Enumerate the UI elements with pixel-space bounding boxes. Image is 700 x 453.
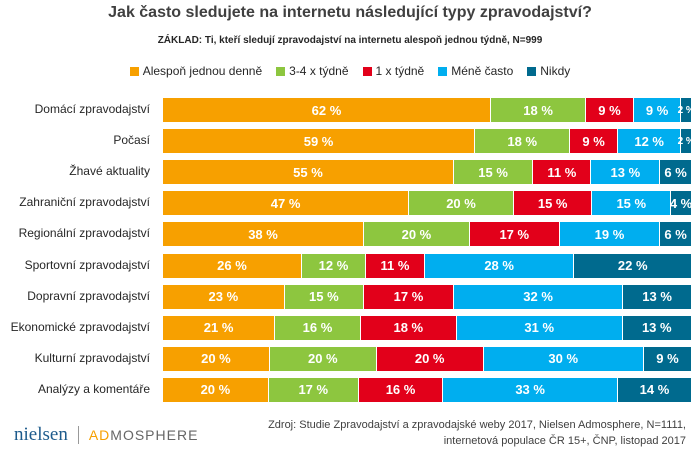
legend-item: 1 x týdně	[362, 64, 425, 78]
logos: nielsen ADMOSPHERE	[14, 424, 198, 446]
legend-swatch	[276, 66, 286, 76]
bar-segment: 9 %	[586, 98, 634, 122]
bar-segment: 20 %	[409, 191, 514, 216]
legend-item: Méně často	[438, 64, 513, 78]
bar-segment: 18 %	[360, 315, 457, 340]
bar-segment: 9 %	[570, 129, 618, 154]
bar-segment: 17 %	[469, 222, 560, 247]
bar-row: Žhavé aktuality 55 % 15 % 11 % 13 % 6 %	[0, 160, 700, 185]
chart-title: Jak často sledujete na internetu následu…	[108, 4, 592, 21]
bar-segment: 20 %	[163, 377, 269, 402]
bar-segment: 55 %	[163, 160, 454, 185]
bar-segment: 32 %	[453, 284, 624, 309]
logo-divider	[77, 426, 79, 444]
bar-row: Počasí 59 % 18 % 9 % 12 % 2 %	[0, 129, 700, 154]
bar-row: Analýzy a komentáře 20 % 17 % 16 % 33 % 14 %	[0, 377, 700, 402]
bar-segment: 9 %	[633, 98, 682, 122]
bar-segment: 13 %	[622, 315, 692, 340]
source-line-1: Zdroj: Studie Zpravodajství a zpravodajs…	[268, 419, 686, 431]
legend-swatch	[129, 66, 139, 76]
bar-segment: 12 %	[301, 253, 367, 278]
source-note: Zdroj: Studie Zpravodajství a zpravodajs…	[268, 417, 686, 449]
category-label: Dopravní zpravodajství	[27, 288, 150, 303]
bar-segment: 16 %	[358, 377, 444, 402]
bar-segment: 33 %	[443, 377, 618, 402]
bar-segment: 11 %	[533, 160, 592, 185]
legend-item: Alespoň jednou denně	[129, 64, 263, 78]
legend-label: 1 x týdně	[375, 64, 425, 78]
bar-row: Kulturní zpravodajství 20 % 20 % 20 % 30 % 9 …	[0, 346, 700, 371]
bar-segment: 31 %	[456, 315, 623, 340]
bar-segment: 2 %	[678, 129, 695, 154]
legend-swatch	[438, 66, 448, 76]
bar-segment: 11 %	[366, 253, 425, 278]
bar-segment: 22 %	[574, 253, 692, 278]
bar-segment: 38 %	[163, 222, 365, 247]
bar-segment: 4 %	[670, 191, 692, 216]
legend: Alespoň jednou denně 3-4 x týdně 1 x týdně…	[0, 64, 700, 78]
admosphere-logo: ADMOSPHERE	[88, 427, 199, 443]
bar-row: Dopravní zpravodajství 23 % 15 % 17 % 32 % 13…	[0, 284, 700, 309]
legend-item: 3-4 x týdně	[276, 64, 349, 78]
bar-segment: 20 %	[376, 346, 484, 371]
category-label: Zahraniční zpravodajství	[19, 195, 150, 210]
bar-segment: 16 %	[275, 315, 361, 340]
bar-segment: 13 %	[623, 284, 692, 309]
category-label: Domácí zpravodajství	[34, 102, 150, 116]
bar-segment: 9 %	[643, 346, 692, 371]
category-label: Analýzy a komentáře	[37, 381, 150, 396]
bar-row: Ekonomické zpravodajství 21 % 16 % 18 % 31 %…	[0, 315, 700, 340]
legend-swatch	[527, 66, 537, 76]
legend-label: Nikdy	[540, 64, 571, 78]
legend-swatch	[362, 66, 372, 76]
bar-segment: 20 %	[364, 222, 470, 247]
category-label: Počasí	[113, 133, 150, 148]
bar-row: Zahraniční zpravodajství 47 % 20 % 15 % 15 %…	[0, 191, 700, 216]
bar-segment: 18 %	[490, 98, 587, 122]
bar-segment: 23 %	[163, 284, 285, 309]
source-line-2: internetová populace ČR 15+, ČNP, listop…	[443, 435, 686, 447]
bar-segment: 14 %	[617, 377, 692, 402]
category-label: Žhavé aktuality	[69, 164, 150, 179]
legend-item: Nikdy	[527, 64, 570, 78]
legend-label: Alespoň jednou denně	[142, 64, 263, 78]
bar-segment: 21 %	[163, 315, 276, 340]
bar-segment: 18 %	[475, 129, 571, 154]
bar-segment: 20 %	[269, 346, 377, 371]
bar-segment: 6 %	[660, 222, 692, 247]
bar-segment: 20 %	[163, 346, 270, 371]
nielsen-logo: nielsen	[14, 424, 68, 445]
category-label: Kulturní zpravodajství	[34, 350, 150, 365]
bar-segment: 28 %	[424, 253, 575, 278]
bar-segment: 30 %	[483, 346, 644, 371]
legend-label: 3-4 x týdně	[289, 64, 349, 78]
bar-row: Sportovní zpravodajství 26 % 12 % 11 % 28 % 2…	[0, 253, 700, 278]
bar-segment: 15 %	[284, 284, 364, 309]
bar-segment: 13 %	[591, 160, 661, 185]
bar-segment: 12 %	[617, 129, 682, 154]
bar-segment: 15 %	[592, 191, 672, 216]
category-label: Ekonomické zpravodajství	[10, 319, 150, 334]
legend-label: Méně často	[451, 64, 514, 78]
bar-segment: 47 %	[163, 191, 410, 216]
bar-segment: 17 %	[364, 284, 454, 309]
bar-segment: 2 %	[678, 98, 695, 122]
bar-segment: 26 %	[163, 253, 302, 278]
bar-segment: 6 %	[660, 160, 692, 185]
category-label: Regionální zpravodajství	[18, 226, 150, 241]
bar-segment: 15 %	[453, 160, 534, 185]
bar-segment: 17 %	[268, 377, 359, 402]
bar-row: Regionální zpravodajství 38 % 20 % 17 % 19 %…	[0, 222, 700, 247]
category-label: Sportovní zpravodajství	[24, 257, 150, 272]
bar-segment: 15 %	[513, 191, 593, 216]
bar-segment: 19 %	[559, 222, 661, 247]
bar-segment: 59 %	[163, 129, 476, 154]
chart-subtitle: ZÁKLAD: Ti, kteří sledují zpravodajství …	[157, 35, 543, 46]
bar-segment: 62 %	[163, 98, 491, 122]
bar-row: Domácí zpravodajství 62 % 18 % 9 % 9 % 2 %	[0, 98, 700, 122]
